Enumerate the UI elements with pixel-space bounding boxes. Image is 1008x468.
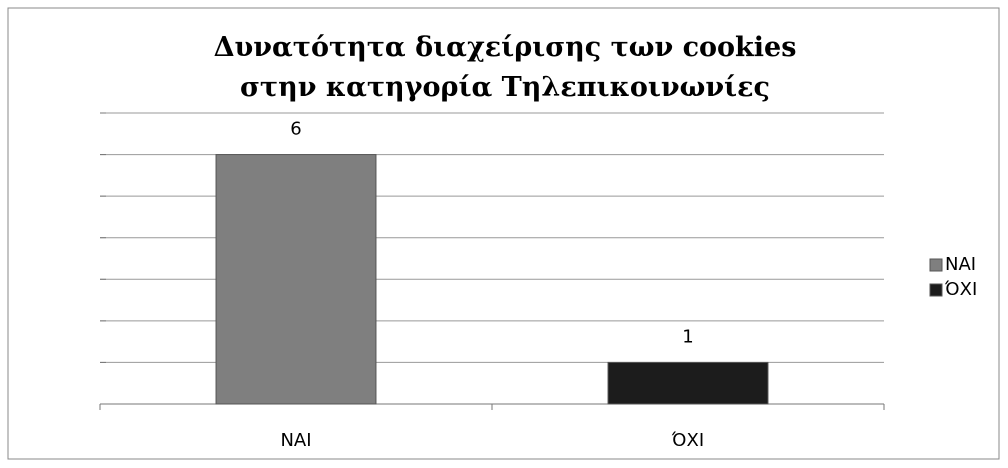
bar <box>607 361 769 405</box>
x-tick-label: ΌΧΙ <box>671 430 704 451</box>
legend-label: ΌΧΙ <box>944 279 977 300</box>
legend-swatch <box>929 283 943 297</box>
chart-title: Δυνατότητα διαχείρισης των cookies στην … <box>213 32 797 103</box>
x-tick-label: NAI <box>280 430 311 451</box>
data-label: 6 <box>290 119 301 140</box>
legend-swatch <box>929 258 943 272</box>
legend-label: NAI <box>945 254 976 275</box>
chart-border <box>7 7 1000 460</box>
bar <box>215 154 377 405</box>
data-label: 1 <box>682 326 693 347</box>
